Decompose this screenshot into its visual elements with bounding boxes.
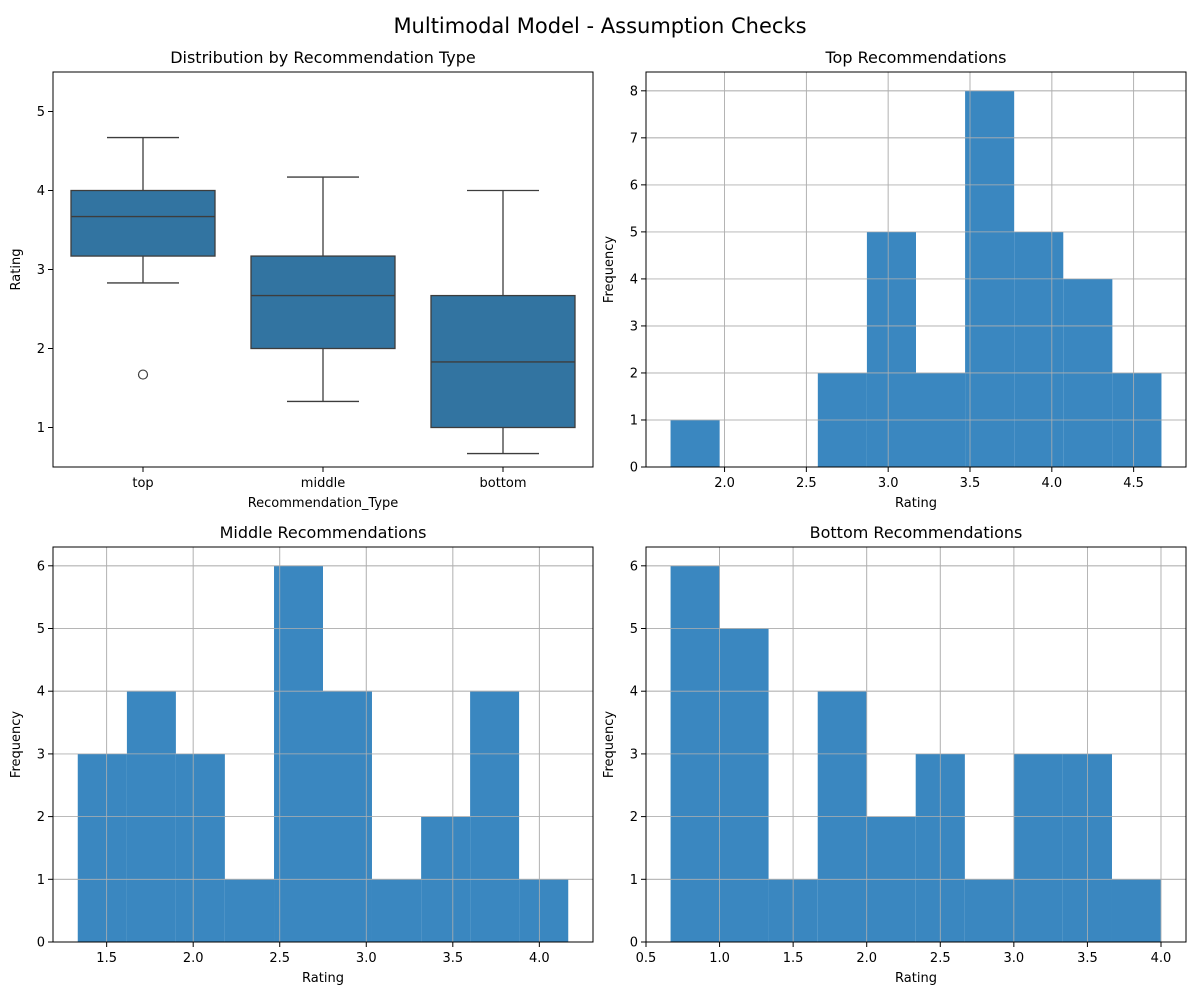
axes-frame-1 — [645, 71, 1187, 468]
x-tick-label-3: 2.0 — [856, 951, 877, 966]
x-tick-label-2: 2.5 — [269, 951, 290, 966]
x-tick-label-3: 3.0 — [1004, 951, 1025, 966]
x-tick-label-1: 2.5 — [796, 476, 817, 491]
figure-title: Multimodal Model - Assumption Checks — [393, 14, 807, 38]
y-tick-label-3: 3 — [630, 747, 638, 762]
axes-frame-0 — [52, 71, 594, 468]
histogram-bar-3-7 — [1013, 753, 1063, 942]
x-tick-label-2: 3.0 — [356, 951, 377, 966]
y-tick-label-1: 0 — [630, 461, 638, 476]
histogram-bar-2-2 — [175, 753, 225, 942]
y-tick-label-1: 1 — [630, 413, 638, 428]
y-tick-label-3: 6 — [630, 559, 638, 574]
x-axis-label-0: Recommendation_Type — [248, 496, 399, 511]
box-middle — [250, 255, 396, 350]
y-tick-label-0: 1 — [37, 421, 45, 436]
x-axis-label-1: Rating — [895, 496, 937, 511]
box-outlier-point — [137, 369, 149, 380]
x-tick-label-3: 4.0 — [1151, 951, 1172, 966]
x-tick-label-1: 2.0 — [714, 476, 735, 491]
subplot-title-2: Middle Recommendations — [220, 523, 427, 542]
y-tick-label-0: 2 — [37, 342, 45, 357]
y-axis-label-3: Frequency — [602, 711, 617, 778]
y-tick-label-3: 0 — [630, 936, 638, 951]
subplot-title-3: Bottom Recommendations — [810, 523, 1023, 542]
y-tick-label-0: 5 — [37, 105, 45, 120]
histogram-bar-3-9 — [1111, 879, 1161, 942]
y-tick-label-1: 2 — [630, 366, 638, 381]
subplot-title-0: Distribution by Recommendation Type — [170, 48, 476, 67]
histogram-bar-1-4 — [866, 231, 916, 467]
subplot-title-1: Top Recommendations — [824, 48, 1006, 67]
histogram-bar-2-3 — [224, 879, 275, 942]
y-axis-label-2: Frequency — [9, 711, 24, 778]
x-tick-label-2: 1.5 — [96, 951, 117, 966]
y-tick-label-2: 1 — [37, 873, 45, 888]
x-tick-label-3: 0.5 — [636, 951, 657, 966]
x-tick-label-3: 3.5 — [1077, 951, 1098, 966]
y-tick-label-1: 4 — [630, 272, 638, 287]
y-tick-label-0: 4 — [37, 184, 45, 199]
y-axis-label-0: Rating — [9, 249, 24, 291]
y-tick-label-2: 3 — [37, 747, 45, 762]
x-tick-label-3: 1.0 — [709, 951, 730, 966]
y-tick-label-2: 6 — [37, 559, 45, 574]
x-tick-label-1: 3.5 — [960, 476, 981, 491]
x-tick-label-3: 1.5 — [783, 951, 804, 966]
x-tick-label-3: 2.5 — [930, 951, 951, 966]
x-tick-label-0: top — [132, 476, 153, 491]
box-top — [70, 189, 216, 257]
y-tick-label-1: 3 — [630, 319, 638, 334]
x-tick-label-2: 4.0 — [529, 951, 550, 966]
histogram-bar-2-0 — [77, 753, 127, 942]
y-tick-label-1: 6 — [630, 178, 638, 193]
x-axis-label-3: Rating — [895, 971, 937, 986]
x-tick-label-1: 3.0 — [878, 476, 899, 491]
histogram-bar-1-7 — [1014, 231, 1064, 467]
y-tick-label-3: 2 — [630, 810, 638, 825]
x-tick-label-2: 2.0 — [183, 951, 204, 966]
axes-frame-3 — [645, 546, 1187, 943]
y-tick-label-1: 5 — [630, 225, 638, 240]
x-tick-label-1: 4.5 — [1123, 476, 1144, 491]
y-axis-label-1: Frequency — [602, 236, 617, 303]
y-tick-label-1: 7 — [630, 131, 638, 146]
y-tick-label-3: 5 — [630, 622, 638, 637]
x-tick-label-1: 4.0 — [1041, 476, 1062, 491]
x-axis-label-2: Rating — [302, 971, 344, 986]
y-tick-label-2: 2 — [37, 810, 45, 825]
axes-frame-2 — [52, 546, 594, 943]
y-tick-label-3: 4 — [630, 685, 638, 700]
histogram-bar-2-6 — [371, 879, 422, 942]
histogram-bar-1-0 — [670, 419, 720, 467]
x-tick-label-0: middle — [301, 476, 345, 491]
y-tick-label-2: 5 — [37, 622, 45, 637]
y-tick-label-1: 8 — [630, 84, 638, 99]
y-tick-label-3: 1 — [630, 873, 638, 888]
y-tick-label-2: 4 — [37, 685, 45, 700]
x-tick-label-0: bottom — [479, 476, 526, 491]
y-tick-label-0: 3 — [37, 263, 45, 278]
histogram-bar-2-9 — [519, 879, 569, 942]
histogram-bar-3-1 — [719, 628, 769, 942]
y-tick-label-2: 0 — [37, 936, 45, 951]
histogram-bar-3-6 — [964, 879, 1014, 942]
x-tick-label-2: 3.5 — [442, 951, 463, 966]
